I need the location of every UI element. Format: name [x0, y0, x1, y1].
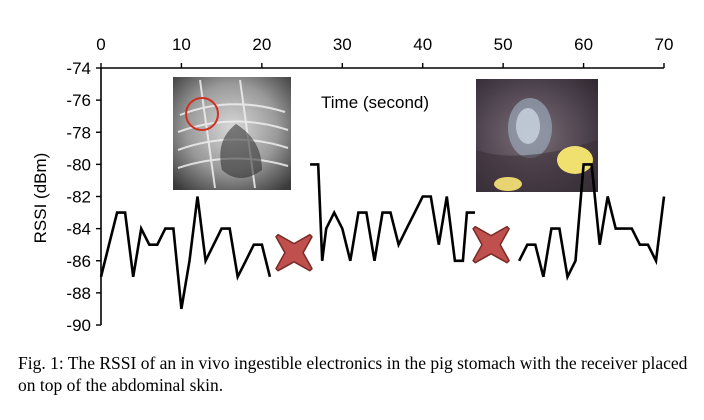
y-tick-label: -88: [66, 284, 91, 303]
x-ray-inset: [173, 77, 291, 190]
x-axis-title: Time (second): [321, 93, 429, 112]
y-tick-group: -74 -76 -78 -80 -82 -84 -86 -88 -90: [66, 59, 101, 335]
endoscope-inset: [476, 79, 598, 192]
x-tick-label: 20: [252, 35, 271, 54]
y-tick-label: -78: [66, 123, 91, 142]
x-tick-label: 0: [96, 35, 105, 54]
y-tick-label: -80: [66, 155, 91, 174]
x-tick-label: 10: [172, 35, 191, 54]
y-axis-title: RSSI (dBm): [31, 153, 50, 244]
y-tick-label: -76: [66, 91, 91, 110]
x-tick-group: 0 10 20 30 40 50 60 70: [96, 35, 673, 68]
x-tick-label: 60: [574, 35, 593, 54]
gap-marker-group: [275, 225, 510, 272]
rssi-chart: 0 10 20 30 40 50 60 70 -74 -76 -78 -80 -82 -84 -86 -88…: [31, 35, 673, 335]
y-tick-label: -74: [66, 59, 91, 78]
figure-caption: Fig. 1: The RSSI of an in vivo ingestibl…: [18, 353, 688, 395]
rssi-series-line: [99, 196, 272, 310]
y-tick-label: -84: [66, 220, 91, 239]
y-tick-label: -86: [66, 252, 91, 271]
rssi-series-line: [518, 163, 666, 281]
x-tick-label: 40: [413, 35, 432, 54]
y-tick-label: -82: [66, 188, 91, 207]
x-tick-label: 50: [494, 35, 513, 54]
highlight-circle: [185, 97, 219, 131]
x-tick-label: 30: [333, 35, 352, 54]
y-tick-label: -90: [66, 316, 91, 335]
series-line-group: [99, 163, 666, 310]
signal-loss-cross-icon: [275, 233, 313, 272]
x-tick-label: 70: [655, 35, 674, 54]
signal-loss-cross-icon: [472, 225, 510, 264]
rssi-series-line: [310, 163, 475, 263]
